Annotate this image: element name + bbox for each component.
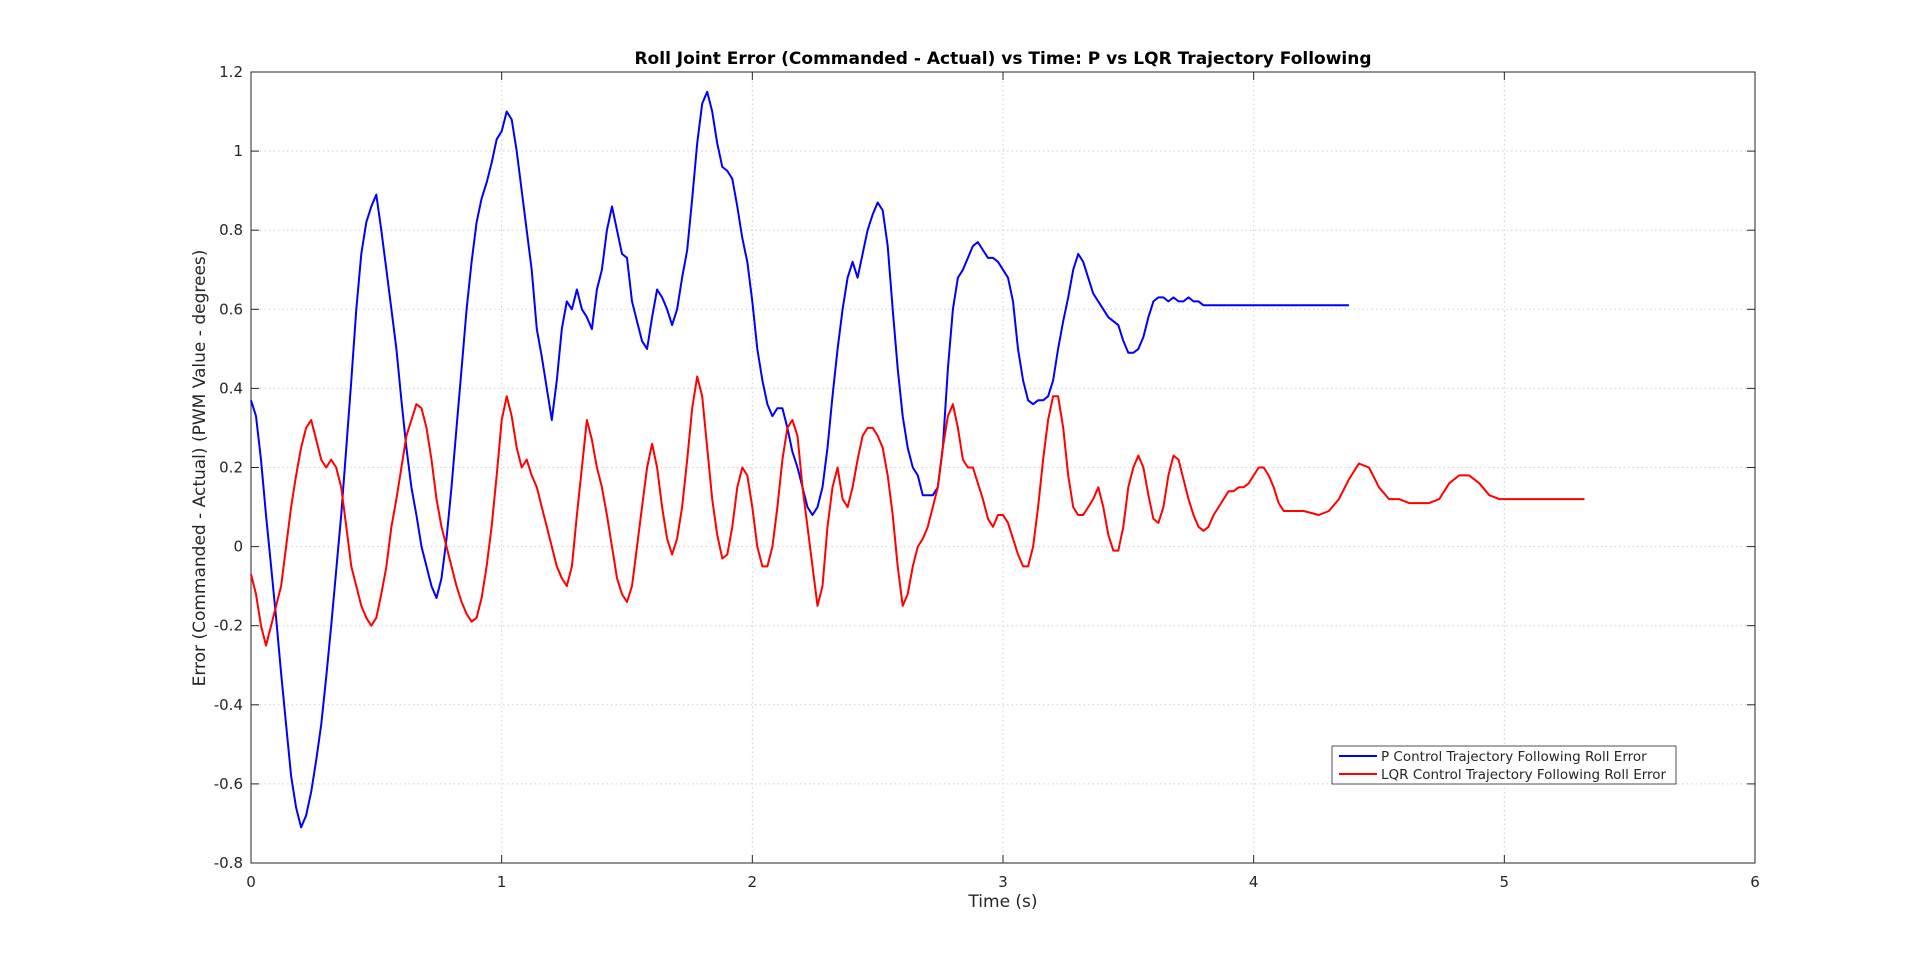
series-line-lqr-control (250, 375, 1585, 647)
x-tick-label: 1 (497, 873, 507, 891)
chart-title: Roll Joint Error (Commanded - Actual) vs… (634, 49, 1371, 69)
x-axis: 0 1 2 3 4 5 6 (246, 72, 1760, 891)
y-axis-label: Error (Commanded - Actual) (PWM Value - … (190, 250, 210, 687)
y-tick-label: 0 (233, 538, 243, 556)
y-tick-label: 0.6 (219, 300, 243, 318)
legend-box (1331, 745, 1677, 785)
x-tick-label: 5 (1500, 873, 1510, 891)
y-tick-label: -0.4 (214, 696, 243, 714)
series-lines (250, 90, 1585, 829)
y-axis: -0.8 -0.6 -0.4 -0.2 0 0.2 0.4 0.6 0.8 1 1.2 (214, 63, 1755, 872)
series-line-p-control (250, 90, 1349, 829)
grid-lines (251, 72, 1755, 863)
legend: P Control Trajectory Following Roll Erro… (1331, 745, 1677, 785)
x-tick-label: 6 (1750, 873, 1760, 891)
y-tick-label: -0.2 (214, 617, 243, 635)
x-tick-label: 4 (1249, 873, 1259, 891)
y-tick-label: -0.8 (214, 854, 243, 872)
y-tick-label: -0.6 (214, 775, 243, 793)
x-tick-label: 2 (748, 873, 758, 891)
y-tick-label: 0.8 (219, 221, 243, 239)
legend-label-lqr-control: LQR Control Trajectory Following Roll Er… (1381, 767, 1667, 783)
y-tick-label: 1.2 (219, 63, 243, 81)
y-tick-label: 1 (233, 142, 243, 160)
y-tick-label: 0.4 (219, 379, 243, 397)
x-tick-label: 3 (998, 873, 1008, 891)
x-tick-label: 0 (246, 873, 256, 891)
x-axis-label: Time (s) (967, 892, 1037, 912)
legend-label-p-control: P Control Trajectory Following Roll Erro… (1381, 749, 1647, 765)
y-tick-label: 0.2 (219, 459, 243, 477)
